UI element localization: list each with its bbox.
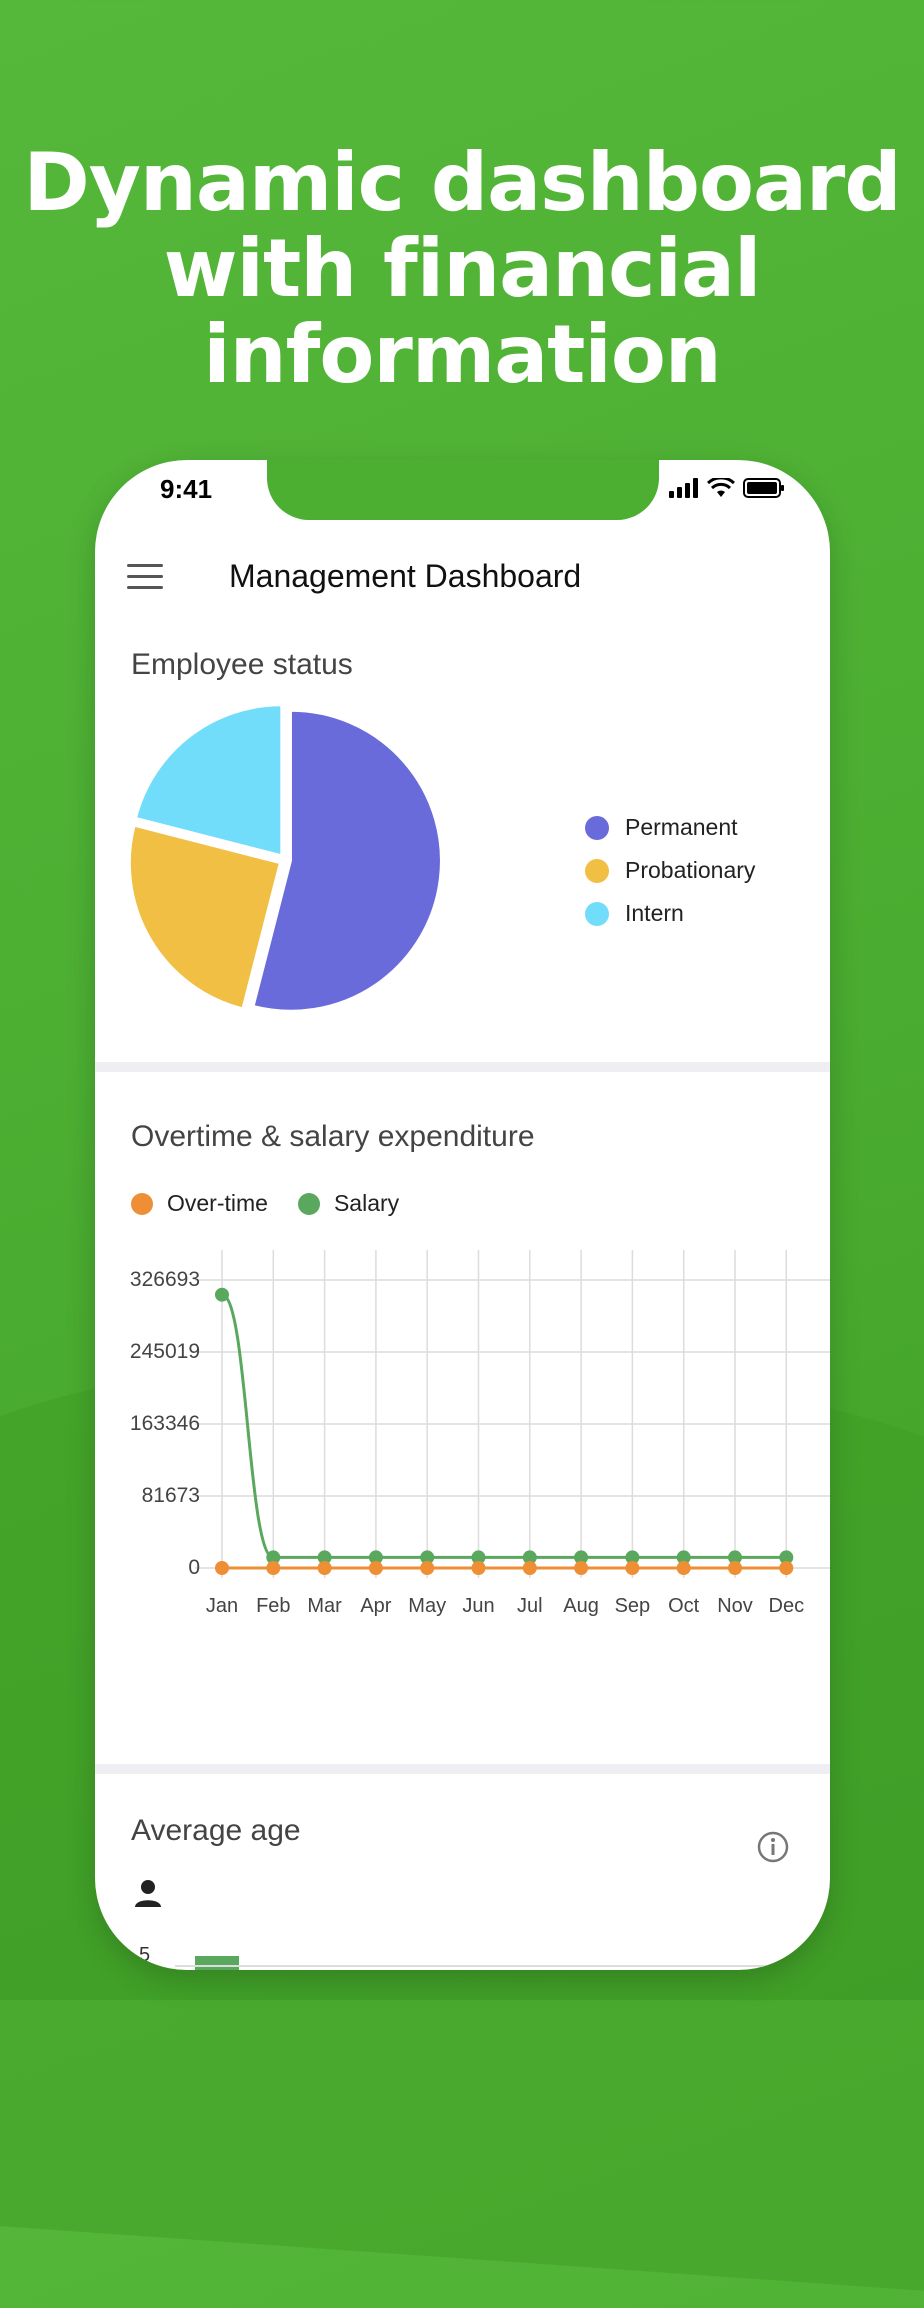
page-title: Management Dashboard bbox=[229, 558, 582, 594]
section-divider bbox=[95, 1062, 830, 1072]
data-point-over-time[interactable] bbox=[471, 1561, 486, 1575]
pie-slice-intern[interactable] bbox=[134, 704, 283, 857]
data-point-salary[interactable] bbox=[317, 1550, 332, 1565]
legend-dot-salary bbox=[297, 1192, 320, 1215]
status-icons bbox=[669, 478, 785, 498]
overtime-salary-line-chart: 326693 245019 163346 81673 0 Jan Feb Mar Apr May J… bbox=[130, 1250, 830, 1617]
signal-icon bbox=[669, 478, 698, 498]
data-point-salary[interactable] bbox=[215, 1287, 229, 1302]
data-point-salary[interactable] bbox=[728, 1550, 742, 1565]
data-point-over-time[interactable] bbox=[574, 1561, 589, 1575]
x-tick-label: May bbox=[408, 1595, 446, 1617]
headline-line-1: Dynamic dashboard bbox=[23, 136, 901, 229]
y-tick-label: 326693 bbox=[130, 1268, 200, 1291]
x-tick-label: Aug bbox=[563, 1595, 599, 1617]
x-tick-label: Oct bbox=[668, 1595, 700, 1617]
x-tick-label: Apr bbox=[360, 1595, 391, 1617]
legend-dot-overtime bbox=[131, 1192, 153, 1215]
headline: Dynamic dashboard with financial informa… bbox=[0, 140, 924, 398]
employee-status-pie-chart bbox=[128, 704, 442, 1012]
section-divider bbox=[95, 1764, 830, 1774]
wifi-icon bbox=[707, 478, 735, 497]
data-point-over-time[interactable] bbox=[266, 1561, 281, 1575]
legend-dot-intern bbox=[585, 901, 609, 926]
data-point-salary[interactable] bbox=[471, 1550, 486, 1565]
legend-label-overtime[interactable]: Over-time bbox=[167, 1190, 268, 1216]
menu-icon[interactable] bbox=[127, 564, 163, 592]
info-icon[interactable] bbox=[756, 1830, 790, 1864]
data-point-over-time[interactable] bbox=[522, 1561, 537, 1575]
x-tick-label: Feb bbox=[256, 1595, 290, 1617]
legend-dot-permanent bbox=[585, 815, 609, 840]
data-point-salary[interactable] bbox=[574, 1550, 589, 1565]
legend-item-probationary[interactable]: Probationary bbox=[585, 849, 755, 892]
app-bar: Management Dashboard bbox=[95, 538, 830, 618]
data-point-over-time[interactable] bbox=[779, 1561, 794, 1575]
x-tick-label: Nov bbox=[717, 1595, 753, 1617]
x-tick-label: Dec bbox=[769, 1595, 805, 1617]
data-point-over-time[interactable] bbox=[317, 1561, 332, 1575]
headline-line-2: with financial bbox=[163, 222, 762, 315]
data-point-salary[interactable] bbox=[625, 1550, 640, 1565]
pie-slice-probationary[interactable] bbox=[128, 824, 282, 1010]
legend-label: Permanent bbox=[625, 814, 738, 840]
legend-label: Probationary bbox=[625, 857, 756, 883]
data-point-over-time[interactable] bbox=[368, 1561, 383, 1575]
average-age-first-tick: 5 bbox=[139, 1944, 151, 1966]
series-line-salary bbox=[221, 1293, 787, 1559]
pie-slice-permanent[interactable] bbox=[252, 709, 442, 1012]
status-time: 9:41 bbox=[160, 474, 213, 504]
data-point-salary[interactable] bbox=[676, 1550, 691, 1565]
data-point-over-time[interactable] bbox=[215, 1561, 229, 1575]
employee-status-legend: Permanent Probationary Intern bbox=[585, 806, 755, 935]
average-age-title: Average age bbox=[131, 1814, 301, 1847]
x-tick-label: Jun bbox=[462, 1595, 494, 1617]
x-tick-label: Jul bbox=[517, 1595, 543, 1617]
data-point-salary[interactable] bbox=[368, 1550, 383, 1565]
data-point-salary[interactable] bbox=[266, 1550, 281, 1565]
data-point-over-time[interactable] bbox=[420, 1561, 435, 1575]
overtime-title: Overtime & salary expenditure bbox=[131, 1120, 535, 1153]
data-point-salary[interactable] bbox=[420, 1550, 435, 1565]
data-point-salary[interactable] bbox=[522, 1550, 537, 1565]
legend-label: Intern bbox=[625, 900, 684, 926]
average-age-axis bbox=[175, 1965, 795, 1967]
x-tick-label: Jan bbox=[206, 1595, 238, 1617]
phone-frame: 9:41 Management Dashboard Employee statu… bbox=[95, 460, 830, 1970]
headline-line-3: information bbox=[203, 308, 722, 401]
legend-item-permanent[interactable]: Permanent bbox=[585, 806, 755, 849]
person-icon bbox=[135, 1880, 161, 1907]
phone-notch bbox=[267, 460, 659, 520]
data-point-salary[interactable] bbox=[779, 1550, 794, 1565]
data-point-over-time[interactable] bbox=[676, 1561, 691, 1575]
data-point-over-time[interactable] bbox=[625, 1561, 640, 1575]
legend-label-salary[interactable]: Salary bbox=[333, 1190, 400, 1216]
overtime-legend: Over-time Salary bbox=[131, 1190, 399, 1217]
battery-icon bbox=[743, 478, 784, 498]
y-tick-label: 245019 bbox=[130, 1340, 200, 1363]
y-tick-label: 163346 bbox=[130, 1412, 200, 1435]
y-tick-label: 81673 bbox=[142, 1484, 200, 1507]
average-age-bar bbox=[195, 1956, 239, 1970]
employee-status-title: Employee status bbox=[131, 648, 353, 681]
x-tick-label: Sep bbox=[615, 1595, 651, 1617]
data-point-over-time[interactable] bbox=[728, 1561, 742, 1575]
legend-item-intern[interactable]: Intern bbox=[585, 892, 755, 935]
y-tick-label: 0 bbox=[188, 1556, 200, 1579]
legend-dot-probationary bbox=[585, 858, 609, 883]
x-tick-label: Mar bbox=[307, 1595, 342, 1617]
